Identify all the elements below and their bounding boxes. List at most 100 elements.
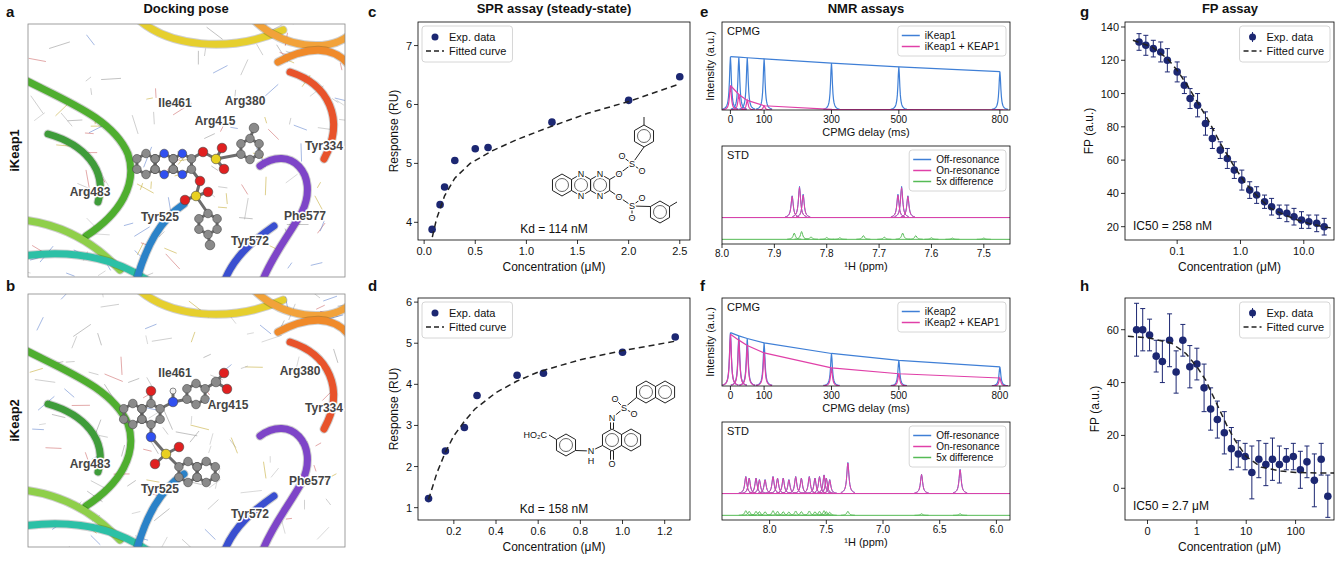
- side-chain: [245, 198, 249, 219]
- plot-frame: [418, 22, 690, 240]
- atom: [193, 462, 202, 471]
- spectrum-peak: [856, 236, 870, 240]
- legend-label: 5x difference: [936, 452, 994, 463]
- atom: [192, 379, 201, 388]
- panel-letter: e: [700, 3, 708, 20]
- y-tick-label: 3: [406, 419, 412, 431]
- y-tick-label: 80: [1107, 121, 1119, 133]
- spectrum-baseline: [722, 217, 1010, 218]
- atom: [211, 473, 220, 482]
- atom: [217, 143, 227, 153]
- cpmg-peak: [992, 378, 1008, 386]
- data-point: [1207, 405, 1215, 413]
- side-chain: [86, 77, 91, 81]
- x-tick: [577, 240, 578, 244]
- side-chain: [37, 317, 43, 330]
- x-tick: [628, 240, 629, 244]
- legend: Exp. dataFitted curve: [422, 302, 512, 338]
- plot-title: STD: [727, 149, 749, 161]
- legend: Off-resonanceOn-resonance5x difference: [909, 426, 1006, 467]
- side-chain: [45, 447, 61, 449]
- spectrum-peak: [841, 511, 855, 515]
- atom: [193, 473, 202, 482]
- atom: [146, 386, 156, 396]
- plot-frame: [418, 298, 690, 520]
- atom: [187, 165, 196, 174]
- y-tick: [414, 425, 418, 426]
- structure-ring: [636, 381, 655, 403]
- data-point: [473, 392, 481, 400]
- side-chain: [164, 248, 176, 253]
- y-tick-label: 20: [1107, 429, 1119, 441]
- atom-label: O: [630, 409, 637, 419]
- legend-box: [422, 302, 512, 338]
- spectrum-peak: [823, 512, 837, 515]
- x-tick: [1196, 520, 1197, 524]
- side-chain: [209, 446, 211, 453]
- x-tick: [1177, 240, 1178, 244]
- side-chain: [164, 410, 173, 430]
- side-chain: [101, 294, 104, 297]
- y-tick-label: 140: [1101, 21, 1119, 33]
- structure-ring: [656, 381, 675, 403]
- data-point: [1283, 455, 1291, 463]
- side-chain: [210, 433, 213, 444]
- side-chain: [35, 380, 55, 383]
- figure: Docking poseSPR assay (steady-state)NMR …: [0, 0, 1344, 572]
- structure-bond: [670, 202, 677, 207]
- ribbon-shadow: [28, 524, 150, 547]
- atom: [183, 384, 192, 393]
- spectrum-peak: [953, 514, 967, 516]
- data-point: [1152, 352, 1160, 360]
- atom: [160, 149, 169, 158]
- side-chain: [150, 182, 152, 189]
- annotation: Kd = 114 nM: [520, 222, 588, 236]
- ribbon-shadow: [28, 79, 131, 236]
- panel-letter: g: [1080, 3, 1089, 20]
- data-point: [1221, 429, 1229, 437]
- side-chain: [49, 42, 70, 49]
- y-tick: [1121, 488, 1125, 489]
- x-tick: [664, 520, 665, 524]
- cpmg-peak: [756, 343, 772, 385]
- side-chain: [339, 119, 345, 121]
- spectrum-peak: [896, 233, 910, 239]
- atom: [203, 187, 213, 197]
- cpmg-peak: [739, 345, 755, 385]
- spectrum-peak: [841, 462, 855, 492]
- side-chain: [245, 366, 263, 367]
- atom: [142, 170, 151, 179]
- legend-label: iKeap1 + KEAP1: [925, 41, 1000, 52]
- x-axis-title: Concentration (μM): [1178, 540, 1281, 554]
- side-chain: [190, 431, 199, 442]
- atom: [119, 404, 128, 413]
- side-chain: [286, 174, 298, 183]
- x-tick-label: 7.8: [820, 248, 834, 259]
- side-chain: [178, 157, 184, 165]
- data-point: [451, 157, 459, 165]
- y-tick: [414, 163, 418, 164]
- y-tick: [414, 222, 418, 223]
- ribbon: [278, 320, 345, 334]
- atom: [178, 170, 187, 179]
- y-tick-label: 120: [1101, 54, 1119, 66]
- x-tick: [1147, 520, 1148, 524]
- side-chain: [317, 527, 329, 539]
- x-axis-title: CPMG delay (ms): [822, 126, 909, 138]
- ligand: [133, 123, 264, 250]
- atom: [133, 165, 142, 174]
- side-chain: [340, 63, 342, 70]
- y-tick: [414, 104, 418, 105]
- legend-label: Fitted curve: [1267, 45, 1324, 57]
- side-chain: [207, 27, 223, 39]
- x-tick-label: 2.5: [672, 245, 687, 257]
- residue-label: Tyr525: [141, 210, 179, 224]
- data-point: [1234, 450, 1242, 458]
- x-tick-label: 7.0: [876, 524, 890, 535]
- x-tick-label: 0: [728, 390, 734, 401]
- x-axis-title: CPMG delay (ms): [822, 402, 909, 414]
- atom-label: O: [638, 166, 645, 176]
- legend-box: [1240, 26, 1330, 62]
- legend: Off-resonanceOn-resonance5x difference: [909, 150, 1006, 191]
- x-tick: [679, 240, 680, 244]
